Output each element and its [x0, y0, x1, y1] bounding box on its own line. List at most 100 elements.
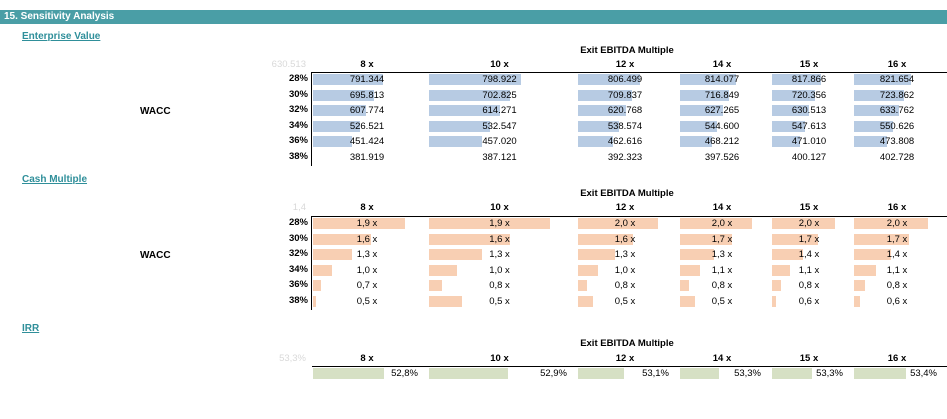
enterprise-value-link[interactable]: Enterprise Value — [22, 31, 101, 42]
enterprise_value-bar — [313, 136, 352, 147]
cash_multiple-cell: 2,0 x — [679, 217, 765, 229]
irr-column-header: 12 x — [615, 353, 635, 364]
enterprise_value-cell: 630.513 — [771, 104, 847, 116]
enterprise_value-bar — [429, 105, 500, 116]
cash_multiple-bar — [313, 295, 316, 307]
enterprise_value-value: 462.616 — [607, 136, 643, 147]
cash_multiple-value: 1,3 x — [614, 249, 636, 260]
cash_multiple-value: 2,0 x — [711, 218, 733, 229]
cash_multiple-cell: 1,7 x — [771, 233, 847, 245]
cash_multiple-bar — [854, 295, 860, 307]
enterprise_value-value: 821.654 — [879, 74, 915, 85]
enterprise_value-bar — [578, 120, 619, 132]
cash_multiple-bar — [854, 233, 909, 245]
irr-column-header: 10 x — [490, 353, 509, 364]
enterprise_value-value: 550.626 — [879, 120, 915, 132]
irr-corner-value: 53,3% — [279, 353, 306, 364]
cash_multiple-bar — [680, 295, 695, 307]
cash_multiple-bar — [772, 280, 781, 291]
enterprise_value-value: 387.121 — [482, 151, 517, 163]
enterprise_value-cell: 791.344 — [312, 73, 422, 85]
cash_multiple-bar — [429, 249, 482, 260]
cash_multiple-value: 1,0 x — [489, 264, 510, 276]
enterprise_value-bar — [680, 120, 717, 132]
cash_multiple-cell: 0,6 x — [853, 295, 941, 307]
enterprise_value-value: 402.728 — [879, 151, 915, 163]
cash_multiple-bar — [313, 249, 352, 260]
irr-column-header: 14 x — [712, 353, 732, 364]
enterprise_value-value: 620.768 — [607, 105, 643, 116]
enterprise_value-cell: 402.728 — [853, 151, 941, 163]
enterprise_value-bar — [578, 74, 640, 85]
irr-value: 53,3% — [734, 368, 761, 379]
cash_multiple-cell: 1,7 x — [679, 233, 765, 245]
cash_multiple-bar — [772, 249, 803, 260]
cash_multiple-value: 1,7 x — [886, 233, 908, 245]
enterprise_value-bar — [578, 136, 613, 147]
cash_multiple-column-header: 10 x — [490, 202, 509, 213]
cash_multiple-bar — [578, 264, 598, 276]
cash_multiple-cell: 1,9 x — [312, 217, 422, 229]
cash_multiple-value: 1,6 x — [614, 233, 636, 245]
cash_multiple-bar — [429, 295, 462, 307]
irr-bar — [680, 368, 719, 379]
cash_multiple-row-label: 30% — [288, 232, 308, 244]
enterprise_value-value: 817.866 — [791, 74, 827, 85]
enterprise_value-cell: 620.768 — [577, 104, 673, 116]
enterprise_value-value: 798.922 — [482, 74, 517, 85]
cash_multiple-bar — [429, 218, 550, 229]
enterprise_value-cell: 814.077 — [679, 73, 765, 85]
cash_multiple-cell: 1,6 x — [312, 233, 422, 245]
enterprise_value-bar — [772, 136, 800, 147]
cash_multiple-value: 2,0 x — [614, 218, 636, 229]
enterprise_value-bar — [313, 89, 374, 101]
cash_multiple-bar — [680, 280, 689, 291]
cash_multiple-row-label: 28% — [288, 217, 308, 228]
enterprise_value-column-header: 16 x — [887, 59, 907, 70]
enterprise_value-cell: 716.849 — [679, 89, 765, 101]
cash_multiple-cell: 0,8 x — [428, 279, 571, 291]
cash_multiple-cell: 1,0 x — [577, 264, 673, 276]
enterprise_value-row-label: 30% — [288, 88, 308, 100]
enterprise_value-cell: 397.526 — [679, 151, 765, 163]
cash_multiple-bar — [578, 218, 658, 229]
cash_multiple-bar — [429, 280, 442, 291]
enterprise_value-bar — [313, 105, 366, 116]
irr-bar — [313, 368, 384, 379]
cash_multiple-exit-multiple-title: Exit EBITDA Multiple — [580, 188, 674, 199]
enterprise_value-cell: 614.271 — [428, 104, 571, 116]
enterprise_value-cell: 457.020 — [428, 135, 571, 147]
cash_multiple-value: 2,0 x — [886, 218, 908, 229]
cash_multiple-cell: 1,4 x — [771, 248, 847, 260]
cash_multiple-value: 1,6 x — [356, 233, 378, 245]
enterprise_value-value: 627.265 — [704, 105, 740, 116]
enterprise_value-bar — [429, 89, 510, 101]
enterprise_value-bar — [772, 89, 815, 101]
enterprise_value-value: 538.574 — [607, 120, 643, 132]
irr-value: 53,3% — [816, 368, 843, 379]
cash_multiple-cell: 0,8 x — [679, 279, 765, 291]
enterprise_value-column-header: 12 x — [615, 59, 635, 70]
cash_multiple-bar — [772, 264, 790, 276]
cash_multiple-value: 0,5 x — [356, 295, 378, 307]
cash_multiple-cell: 2,0 x — [577, 217, 673, 229]
cash_multiple-row-label: 32% — [288, 248, 308, 259]
enterprise_value-value: 532.547 — [482, 120, 517, 132]
enterprise_value-value: 471.010 — [791, 136, 827, 147]
cash_multiple-value: 0,8 x — [614, 280, 636, 291]
enterprise_value-cell: 702.825 — [428, 89, 571, 101]
irr-link[interactable]: IRR — [22, 323, 40, 334]
cash_multiple-row-rule — [311, 216, 312, 310]
cash_multiple-bar — [772, 218, 835, 229]
cash_multiple-bar — [313, 233, 371, 245]
enterprise_value-cell: 462.616 — [577, 135, 673, 147]
cash_multiple-column-header: 14 x — [712, 202, 732, 213]
enterprise_value-value: 633.762 — [879, 105, 915, 116]
cash_multiple-bar — [680, 249, 714, 260]
cash_multiple-value: 2,0 x — [798, 218, 820, 229]
cash-multiple-link[interactable]: Cash Multiple — [22, 174, 88, 185]
cash_multiple-cell: 0,5 x — [577, 295, 673, 307]
enterprise_value-cell: 695.813 — [312, 89, 422, 101]
enterprise_value-cell: 723.862 — [853, 89, 941, 101]
cash_multiple-cell: 1,3 x — [679, 248, 765, 260]
